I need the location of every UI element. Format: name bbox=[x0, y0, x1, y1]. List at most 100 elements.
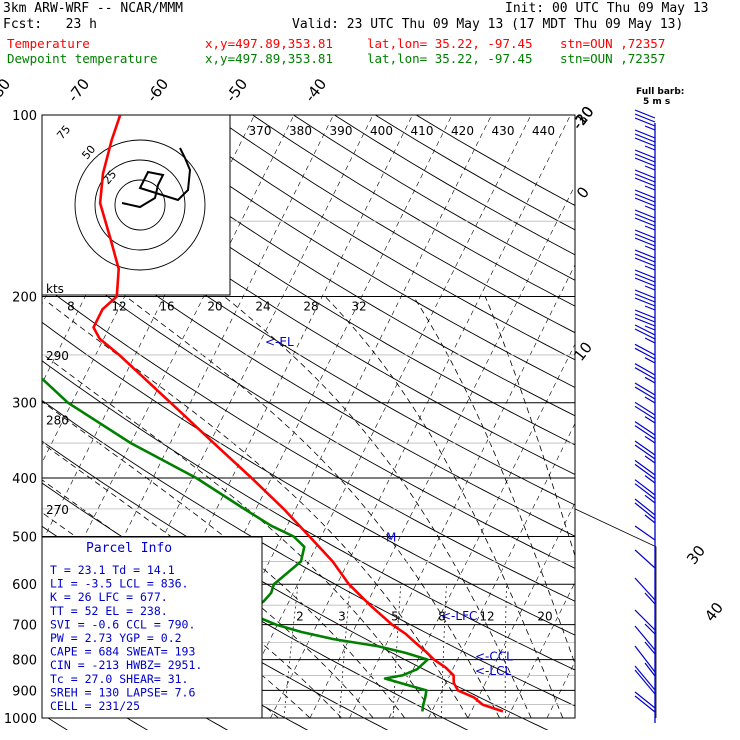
wind-barb bbox=[634, 363, 656, 384]
speed-scale-label: 8 bbox=[67, 300, 75, 314]
moist-adiabat bbox=[224, 296, 532, 719]
m-marker: M bbox=[386, 530, 396, 544]
wind-barbs: Full barb:5 m s bbox=[634, 87, 684, 723]
wind-barb bbox=[634, 645, 656, 677]
dry-adiabat bbox=[42, 360, 575, 671]
pressure-tick-label: 900 bbox=[12, 684, 37, 699]
wind-barb bbox=[634, 625, 656, 655]
dry-adiabat bbox=[42, 176, 575, 506]
parcel-info-title: Parcel Info bbox=[86, 541, 172, 556]
isotherm-line bbox=[388, 343, 575, 719]
dry-adiabat bbox=[375, 115, 575, 231]
parcel-info-row: PW = 2.73 YGP = 0.2 bbox=[50, 631, 182, 645]
parcel-info-row: CELL = 231/25 bbox=[50, 699, 140, 713]
dry-adiabat bbox=[129, 115, 575, 388]
mixing-ratio-label: 5 bbox=[391, 610, 399, 624]
moist-adiabat bbox=[484, 296, 575, 558]
mixing-ratio-line bbox=[392, 584, 402, 719]
series-layer bbox=[42, 115, 504, 713]
lcl-marker: <-LCL bbox=[475, 664, 511, 678]
wind-barb bbox=[634, 109, 656, 131]
dry-adiabat-label: 270 bbox=[46, 503, 69, 517]
hodograph-trace bbox=[121, 147, 192, 209]
theta-e-label: 380 bbox=[289, 124, 312, 138]
parcel-box-bg bbox=[41, 536, 263, 719]
pressure-tick-label: 400 bbox=[12, 472, 37, 487]
wind-barb bbox=[634, 609, 656, 635]
isotherm-line bbox=[666, 115, 740, 718]
pressure-tick-label: 300 bbox=[12, 397, 37, 412]
isotherm-line bbox=[230, 115, 532, 719]
wind-frame bbox=[574, 508, 657, 718]
hodograph-ring bbox=[94, 159, 186, 251]
wind-barb bbox=[634, 498, 656, 524]
forecast-hour: Fcst: 23 h bbox=[3, 17, 97, 32]
dew-xy: x,y=497.89,353.81 bbox=[205, 51, 333, 66]
speed-scale-label: 24 bbox=[255, 300, 270, 314]
legend-temperature: Temperature bbox=[7, 36, 90, 51]
isotherm-label: -40 bbox=[301, 75, 330, 105]
lfc-marker: <-LFC bbox=[441, 609, 477, 623]
pressure-tick-label: 500 bbox=[12, 530, 37, 545]
pressure-tick-label: 1000 bbox=[4, 712, 37, 727]
dry-adiabat bbox=[42, 247, 575, 569]
isotherm-line bbox=[309, 184, 575, 719]
theta-e-label: 440 bbox=[532, 124, 555, 138]
plot-border bbox=[41, 114, 576, 719]
pressure-tick-label: 600 bbox=[12, 578, 37, 593]
isotherm-line bbox=[507, 581, 575, 719]
isotherm-line bbox=[626, 115, 740, 718]
mixing-ratio-label: 3 bbox=[338, 610, 346, 624]
dry-adiabat bbox=[88, 115, 575, 417]
wind-barb bbox=[634, 421, 656, 444]
speed-scale-label: 12 bbox=[111, 300, 126, 314]
temp-xy: x,y=497.89,353.81 bbox=[205, 36, 333, 51]
dewpoint-line bbox=[42, 376, 429, 712]
moist-adiabat bbox=[42, 442, 374, 719]
wind-barb bbox=[634, 577, 656, 605]
isotherm-label: -80 bbox=[0, 75, 14, 105]
isotherm-line bbox=[705, 115, 740, 718]
mixing-ratio-line bbox=[441, 584, 447, 719]
mixing-ratio-label: 8 bbox=[438, 610, 446, 624]
isotherm-label: -50 bbox=[222, 75, 251, 105]
temp-station: stn=OUN ,72357 bbox=[560, 36, 666, 51]
ccl-marker: <-CCL bbox=[475, 649, 513, 663]
wind-barb bbox=[634, 459, 656, 484]
temperature-line bbox=[92, 115, 504, 713]
dry-adiabat bbox=[211, 115, 575, 334]
dry-adiabat bbox=[47, 115, 575, 446]
wind-barb bbox=[634, 269, 656, 291]
pressure-tick-label: 200 bbox=[12, 291, 37, 306]
wind-barb bbox=[634, 249, 656, 271]
isotherm-line bbox=[349, 264, 575, 719]
speed-scale-label: 28 bbox=[303, 300, 318, 314]
theta-e-label: 370 bbox=[249, 124, 272, 138]
wind-barb bbox=[634, 549, 656, 569]
mixing-ratio-label: 12 bbox=[479, 610, 494, 624]
isotherm-label: -10 bbox=[568, 103, 597, 133]
isotherm-line bbox=[587, 115, 740, 718]
theta-e-label: 400 bbox=[370, 124, 393, 138]
mixing-ratio-label: 20 bbox=[537, 610, 552, 624]
hodograph-ring bbox=[114, 179, 166, 231]
isotherm-label: 30 bbox=[683, 542, 709, 568]
barb-scale-unit: 5 m s bbox=[643, 97, 670, 107]
parcel-info-row: SREH = 130 LAPSE= 7.6 bbox=[50, 685, 195, 699]
dew-latlon: lat,lon= 35.22, -97.45 bbox=[367, 51, 533, 66]
dry-adiabat bbox=[42, 399, 575, 707]
wind-barb bbox=[634, 324, 656, 344]
dry-adiabat bbox=[334, 115, 575, 256]
dry-adiabat-label: 280 bbox=[46, 414, 69, 428]
wind-barb bbox=[634, 401, 656, 424]
theta-e-label: 430 bbox=[492, 124, 515, 138]
wind-barb bbox=[634, 229, 656, 251]
wind-barb bbox=[634, 665, 656, 695]
dry-adiabat-label: 290 bbox=[46, 349, 69, 363]
wind-barb bbox=[634, 209, 656, 231]
mixing-ratio-line bbox=[283, 584, 299, 719]
wind-barb bbox=[634, 382, 656, 404]
parcel-info-row: Tc = 27.0 SHEAR= 31. bbox=[50, 672, 188, 686]
